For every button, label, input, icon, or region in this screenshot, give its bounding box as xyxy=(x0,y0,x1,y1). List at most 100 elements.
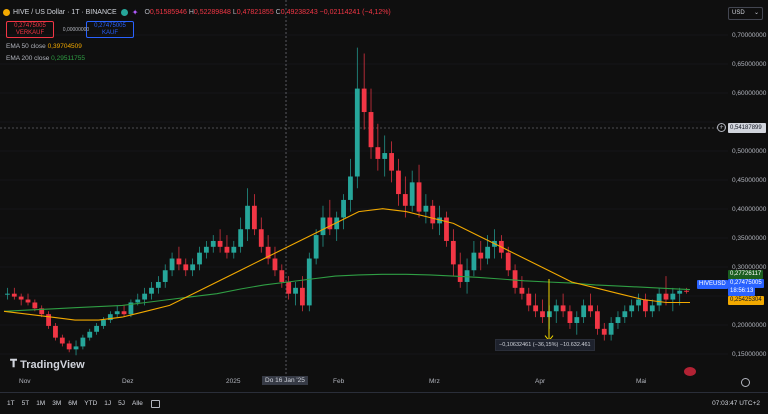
tradingview-logo[interactable]: 𝐓 TradingView xyxy=(10,358,85,371)
price-tick: 0,65000000 xyxy=(732,61,767,68)
range-3m[interactable]: 3M xyxy=(52,400,62,407)
range-5d[interactable]: 5T xyxy=(21,400,30,407)
sell-label: VERKAUF xyxy=(15,30,45,36)
candle-body xyxy=(464,270,470,282)
clock[interactable]: 07:03:47 UTC+2 xyxy=(712,400,760,407)
candle-body xyxy=(203,246,209,253)
logo-text: TradingView xyxy=(20,358,85,371)
range-1y[interactable]: 1J xyxy=(104,400,112,407)
candle-body xyxy=(320,217,326,236)
candle-body xyxy=(636,299,641,306)
candle-body xyxy=(354,88,360,177)
indicator-name: EMA 200 close xyxy=(6,55,50,62)
market-open-icon xyxy=(120,8,128,16)
share-icon[interactable]: ✦ xyxy=(131,7,139,17)
candle-body xyxy=(348,176,353,200)
candle-body xyxy=(478,252,484,259)
settings-icon[interactable] xyxy=(741,378,750,387)
candle-body xyxy=(430,205,436,224)
low-value: 0,47821855 xyxy=(236,8,274,16)
candle-body xyxy=(155,281,161,288)
spread-value: 0,00000000 xyxy=(62,27,90,33)
buy-button[interactable]: 0,27475005 KAUF xyxy=(86,21,134,38)
candle-body xyxy=(5,293,10,295)
candle-body xyxy=(327,217,333,230)
candle-body xyxy=(533,305,539,312)
candle-body xyxy=(32,302,38,309)
price-tick: 0,40000000 xyxy=(732,206,767,213)
countdown-badge: 18:56:13 xyxy=(728,287,756,296)
sell-button[interactable]: 0,27475005 VERKAUF xyxy=(6,21,54,38)
time-tick: Apr xyxy=(535,378,546,385)
candle-body xyxy=(53,325,58,338)
candle-body xyxy=(114,311,120,315)
candle-body xyxy=(382,153,388,159)
legend-header: HIVE / US Dollar · 1T · BINANCE ✦ O0,515… xyxy=(3,6,391,18)
candle-body xyxy=(197,252,202,265)
candle-body xyxy=(519,287,525,294)
candle-body xyxy=(142,293,148,300)
calendar-icon[interactable] xyxy=(150,399,160,408)
candle-body xyxy=(101,320,106,326)
candle-body xyxy=(66,343,72,350)
high-label: H xyxy=(188,8,194,16)
candle-body xyxy=(608,322,614,335)
hive-logo-icon xyxy=(3,8,10,16)
range-5y[interactable]: 5J xyxy=(118,400,126,407)
currency-select[interactable]: USD ⌄ xyxy=(728,7,763,20)
candle-body xyxy=(18,296,24,300)
indicator-ema50[interactable]: EMA 50 close 0,39704509 xyxy=(6,43,82,50)
time-axis[interactable] xyxy=(0,377,728,389)
price-tick: 0,50000000 xyxy=(732,148,767,155)
buy-price: 0,27475005 xyxy=(94,23,126,29)
currency-label: USD xyxy=(732,10,745,16)
time-tick: Dez xyxy=(122,378,134,385)
symbol-title[interactable]: HIVE / US Dollar · 1T · BINANCE xyxy=(13,8,117,16)
candle-body xyxy=(238,229,244,247)
candle-body xyxy=(670,293,676,300)
candle-body xyxy=(368,112,374,148)
range-1d[interactable]: 1T xyxy=(7,400,15,407)
range-all[interactable]: Alle xyxy=(132,400,143,407)
price-axis[interactable] xyxy=(728,0,768,376)
crosshair-time-label: Do 16 Jan '25 xyxy=(262,376,308,385)
tradingview-icon: 𝐓 xyxy=(10,358,18,370)
flag-icon[interactable] xyxy=(684,367,696,376)
range-ytd[interactable]: YTD xyxy=(84,400,98,407)
ema50-line xyxy=(3,208,690,321)
price-chart[interactable] xyxy=(0,0,728,376)
indicator-value: 0,39704509 xyxy=(47,43,82,50)
candle-body xyxy=(46,314,51,326)
ema200-line xyxy=(3,273,691,312)
open-label: O xyxy=(144,8,150,16)
candle-body xyxy=(258,229,264,247)
candle-body xyxy=(272,258,278,271)
candle-body xyxy=(588,305,593,312)
candle-body xyxy=(169,258,175,271)
candle-body xyxy=(553,305,559,312)
candle-body xyxy=(87,331,93,338)
candle-body xyxy=(361,88,367,113)
candle-body xyxy=(107,314,113,321)
candle-body xyxy=(389,153,394,171)
time-tick: Feb xyxy=(333,378,345,385)
candle-body xyxy=(190,264,196,271)
candle-body xyxy=(471,252,477,271)
candle-body xyxy=(574,317,580,323)
price-tick: 0,45000000 xyxy=(732,177,767,184)
price-tick: 0,15000000 xyxy=(732,351,767,358)
range-6m[interactable]: 6M xyxy=(68,400,78,407)
indicator-ema200[interactable]: EMA 200 close 0,29511755 xyxy=(6,55,85,62)
add-alert-icon[interactable]: + xyxy=(717,123,726,132)
candle-body xyxy=(293,287,298,294)
candle-body xyxy=(540,311,545,318)
range-1m[interactable]: 1M xyxy=(36,400,46,407)
candle-body xyxy=(251,205,257,230)
sell-price: 0,27475005 xyxy=(14,23,46,29)
candle-body xyxy=(306,258,312,306)
price-tick: 0,35000000 xyxy=(732,235,767,242)
bottom-toolbar: 1T 5T 1M 3M 6M YTD 1J 5J Alle 07:03:47 U… xyxy=(0,392,768,414)
ema200-badge: 0,27726117 xyxy=(728,270,764,279)
candle-body xyxy=(224,246,230,253)
measure-label: −0,10632461 (−36,15%) −10.632.461 xyxy=(495,339,595,351)
